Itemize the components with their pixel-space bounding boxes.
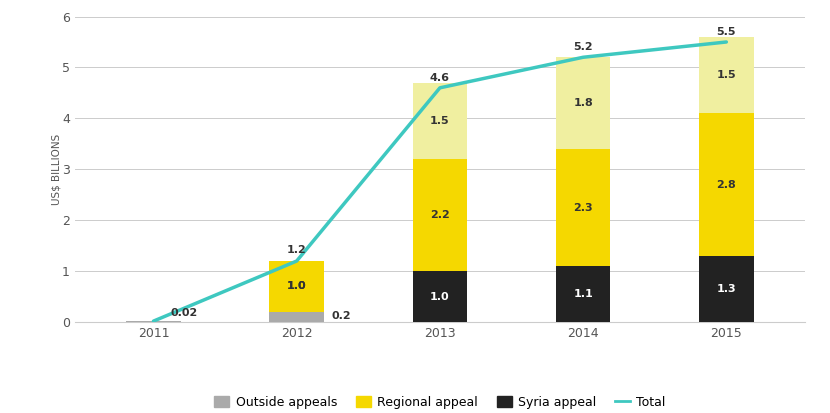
Y-axis label: US$ BILLIONS: US$ BILLIONS [51, 134, 61, 205]
Bar [556, 266, 610, 322]
Text: 2.2: 2.2 [430, 210, 450, 220]
Bar [270, 312, 324, 322]
Bar [413, 159, 467, 271]
Bar [413, 271, 467, 322]
Text: 1.0: 1.0 [287, 282, 306, 292]
Text: 4.6: 4.6 [430, 73, 450, 83]
Text: 5.5: 5.5 [716, 27, 736, 37]
Text: 1.1: 1.1 [574, 289, 593, 299]
Bar [699, 113, 754, 256]
Bar [699, 37, 754, 113]
Text: 1.3: 1.3 [716, 284, 736, 294]
Text: 1.0: 1.0 [287, 282, 306, 292]
Text: 1.2: 1.2 [287, 245, 306, 255]
Text: 1.8: 1.8 [574, 98, 593, 108]
Bar [556, 57, 610, 149]
Text: 1.5: 1.5 [716, 70, 736, 80]
Text: 0.02: 0.02 [171, 308, 198, 318]
Bar [699, 256, 754, 322]
Text: 1.0: 1.0 [430, 292, 450, 301]
Text: 0.2: 0.2 [331, 311, 351, 321]
Bar [413, 83, 467, 159]
Legend: Outside appeals, Regional appeal, Syria appeal, Total: Outside appeals, Regional appeal, Syria … [209, 391, 671, 413]
Text: 2.8: 2.8 [716, 180, 736, 190]
Bar [556, 149, 610, 266]
Bar [126, 321, 181, 322]
Bar [270, 261, 324, 312]
Text: 5.2: 5.2 [574, 42, 593, 52]
Text: 2.3: 2.3 [574, 202, 593, 213]
Text: 1.5: 1.5 [430, 116, 450, 126]
